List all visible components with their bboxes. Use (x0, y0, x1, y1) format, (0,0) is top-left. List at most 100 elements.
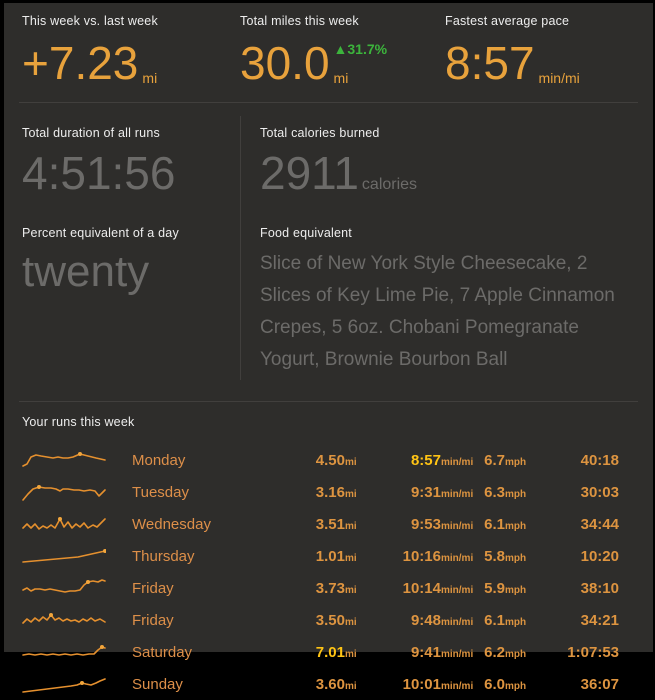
stat-value: +7.23 mi (22, 37, 240, 89)
miles-unit: mi (345, 488, 357, 500)
run-duration: 10:20 (531, 548, 653, 565)
total-duration-block: Total duration of all runs 4:51:56 (22, 126, 240, 198)
pace-unit: min/mi (441, 616, 474, 628)
run-sparkline-chart (22, 613, 106, 624)
stat-week-vs-last-week: This week vs. last week +7.23 mi (22, 12, 240, 89)
pace-value: 9:48 (410, 611, 441, 629)
run-day-label: Sunday (132, 675, 183, 693)
pace-value: 9:41 (410, 643, 441, 661)
run-duration: 40:18 (531, 452, 653, 469)
run-pace: 10:01 min/mi (361, 676, 481, 693)
run-sparkline-chart (22, 678, 106, 693)
run-miles: 4.50 mi (226, 452, 361, 469)
run-row: Wednesday 3.51 mi 9:53 min/mi 6.1 mph 34:44 (22, 508, 653, 540)
miles-unit: mi (345, 616, 357, 628)
pace-value: 8:57 (410, 451, 441, 469)
calories-block: Total calories burned 2911 calories (260, 126, 635, 198)
run-row: Friday 3.50 mi 9:48 min/mi 6.1 mph 34:21 (22, 604, 653, 636)
run-speed: 6.3 mph (481, 484, 531, 501)
speed-unit: mph (505, 680, 527, 692)
run-row: Tuesday 3.16 mi 9:31 min/mi 6.3 mph 30:03 (22, 476, 653, 508)
pace-unit: min/mi (441, 680, 474, 692)
stat-number: +7.23 (22, 37, 139, 89)
miles-unit: mi (345, 456, 357, 468)
total-duration-value: 4:51:56 (22, 147, 176, 199)
pace-value: 9:31 (410, 483, 441, 501)
run-speed: 6.7 mph (481, 452, 531, 469)
speed-unit: mph (505, 488, 527, 500)
run-row: Monday 4.50 mi 8:57 min/mi 6.7 mph 40:18 (22, 444, 653, 476)
detail-label: Total duration of all runs (22, 126, 160, 140)
delta-badge: ▲31.7% (334, 41, 388, 57)
runs-section: Your runs this week Monday 4.50 mi 8:57 mi… (4, 402, 653, 700)
run-duration: 36:07 (531, 676, 653, 693)
duration-value: 34:21 (580, 611, 619, 629)
run-day-label: Thursday (132, 547, 195, 565)
run-pace: 9:41 min/mi (361, 644, 481, 661)
miles-value: 3.16 (315, 483, 345, 501)
stat-value: 30.0 ▲31.7% mi (240, 37, 445, 89)
speed-unit: mph (505, 616, 527, 628)
speed-value: 6.7 (484, 451, 505, 469)
speed-unit: mph (505, 552, 527, 564)
speed-unit: mph (505, 456, 527, 468)
run-row: Friday 3.73 mi 10:14 min/mi 5.9 mph 38:10 (22, 572, 653, 604)
run-day-label: Monday (132, 451, 186, 469)
run-pace: 10:14 min/mi (361, 580, 481, 597)
pace-unit: min/mi (441, 648, 474, 660)
pace-unit: min/mi (441, 584, 474, 596)
run-miles: 7.01 mi (226, 644, 361, 661)
run-speed: 6.1 mph (481, 516, 531, 533)
run-speed: 6.1 mph (481, 612, 531, 629)
stat-label: Total miles this week (240, 14, 359, 28)
miles-unit: mi (345, 520, 357, 532)
food-equivalent-block: Food equivalent Slice of New York Style … (260, 226, 635, 376)
run-sparkline-chart (22, 579, 106, 593)
miles-value: 3.51 (315, 515, 345, 533)
run-day-label: Saturday (132, 643, 193, 661)
stat-number: 30.0 (240, 37, 330, 89)
miles-value: 4.50 (315, 451, 345, 469)
duration-value: 34:44 (580, 515, 619, 533)
stat-fastest-pace: Fastest average pace 8:57 min/mi (445, 12, 653, 86)
run-speed: 5.9 mph (481, 580, 531, 597)
run-pace: 8:57 min/mi (361, 452, 481, 469)
duration-value: 10:20 (580, 547, 619, 565)
section-divider (19, 401, 638, 402)
speed-value: 5.9 (484, 579, 505, 597)
pace-value: 10:16 (402, 547, 441, 565)
speed-value: 6.1 (484, 515, 505, 533)
run-sparkline-chart (22, 549, 106, 563)
pace-unit: min/mi (441, 520, 474, 532)
pace-value: 10:01 (402, 675, 441, 693)
detail-label: Total calories burned (260, 126, 380, 140)
calories-value-row: 2911 calories (260, 148, 635, 198)
pace-unit: min/mi (441, 488, 474, 500)
speed-value: 6.1 (484, 611, 505, 629)
speed-unit: mph (505, 584, 527, 596)
top-stats-section: This week vs. last week +7.23 mi Total m… (4, 3, 653, 103)
run-row: Sunday 3.60 mi 10:01 min/mi 6.0 mph 36:07 (22, 668, 653, 700)
pace-value: 9:53 (410, 515, 441, 533)
detail-label: Percent equivalent of a day (22, 226, 179, 240)
run-duration: 30:03 (531, 484, 653, 501)
up-triangle-icon: ▲ (333, 41, 348, 57)
food-equivalent-text: Slice of New York Style Cheesecake, 2 Sl… (260, 253, 615, 370)
day-percent-value: twenty (22, 247, 150, 296)
miles-value: 3.73 (315, 579, 345, 597)
miles-value: 3.60 (315, 675, 345, 693)
run-miles: 3.73 mi (226, 580, 361, 597)
stat-unit: mi (142, 70, 158, 86)
run-sparkline-chart (22, 452, 106, 467)
stat-label: This week vs. last week (22, 14, 158, 28)
run-day-label: Tuesday (132, 483, 189, 501)
duration-value: 1:07:53 (567, 643, 619, 661)
run-pace: 10:16 min/mi (361, 548, 481, 565)
detail-label: Food equivalent (260, 226, 352, 240)
stat-total-miles: Total miles this week 30.0 ▲31.7% mi (240, 12, 445, 89)
run-sparkline-chart (22, 645, 106, 656)
miles-unit: mi (345, 552, 357, 564)
speed-value: 6.2 (484, 643, 505, 661)
details-left-column: Total duration of all runs 4:51:56 Perce… (22, 116, 240, 380)
run-pace: 9:53 min/mi (361, 516, 481, 533)
